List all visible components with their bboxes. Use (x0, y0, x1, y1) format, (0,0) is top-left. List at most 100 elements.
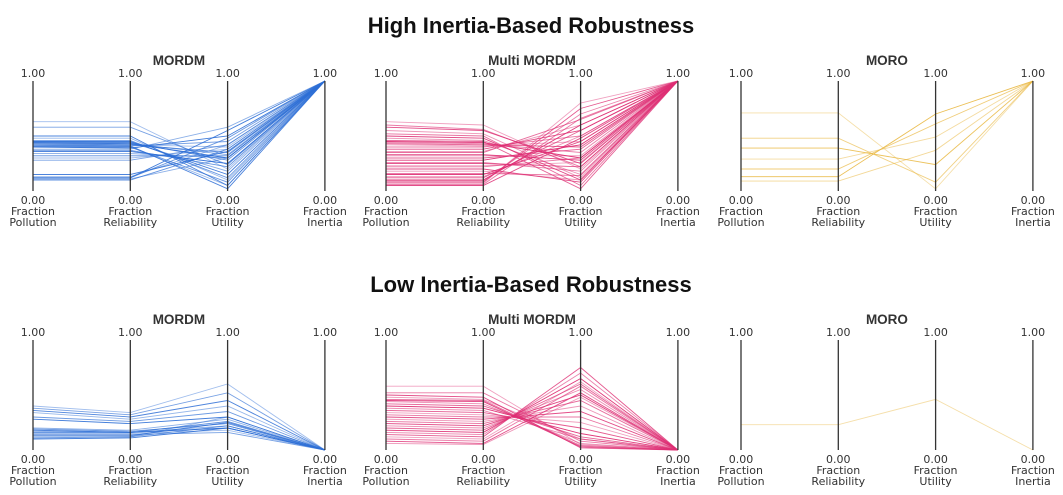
axis-label-line1: Fraction (719, 464, 763, 477)
series-line (32, 405, 326, 451)
axis-label-line2: Utility (211, 216, 244, 229)
series-line (33, 80, 326, 148)
series-line (32, 383, 326, 451)
tick-label-top: 1.00 (21, 326, 46, 339)
tick-label-top: 1.00 (729, 326, 754, 339)
series-line (741, 80, 1034, 190)
series-line (386, 80, 679, 161)
series-line (386, 80, 679, 153)
tick-label-top: 1.00 (826, 326, 851, 339)
panel-moro-low: MORO1.000.00FractionPollution1.000.00Fra… (717, 312, 1054, 488)
tick-label-top: 1.00 (923, 326, 948, 339)
tick-label-top: 1.00 (374, 67, 399, 80)
series-lines (32, 383, 326, 451)
axis-label-line1: Fraction (461, 205, 505, 218)
axis-label-line2: Inertia (660, 216, 696, 229)
axis-label-line1: Fraction (559, 464, 603, 477)
tick-label-bottom: 0.00 (1021, 453, 1046, 466)
axis-label-line1: Fraction (719, 205, 763, 218)
series-line (32, 411, 326, 451)
tick-label-top: 1.00 (923, 67, 948, 80)
series-line (385, 398, 678, 451)
series-line (386, 80, 679, 181)
series-line (385, 377, 679, 451)
series-line (386, 80, 679, 167)
series-line (386, 80, 679, 179)
axis-label-line1: Fraction (364, 205, 408, 218)
series-line (385, 392, 679, 451)
tick-label-top: 1.00 (1021, 67, 1046, 80)
series-line (33, 80, 326, 181)
tick-label-bottom: 0.00 (923, 453, 948, 466)
tick-label-top: 1.00 (215, 326, 240, 339)
axis-label-line2: Utility (919, 475, 952, 488)
axis-label-line2: Pollution (717, 475, 764, 488)
tick-label-top: 1.00 (568, 67, 593, 80)
series-line (385, 401, 678, 451)
tick-label-top: 1.00 (471, 67, 496, 80)
series-line (385, 396, 679, 451)
series-line (32, 80, 326, 147)
axis-label-line2: Inertia (1015, 475, 1051, 488)
series-line (385, 388, 679, 451)
tick-label-top: 1.00 (729, 67, 754, 80)
axis-label-line1: Fraction (656, 464, 700, 477)
axis-label-line2: Pollution (9, 216, 56, 229)
series-line (741, 398, 1034, 451)
tick-label-bottom: 0.00 (568, 453, 593, 466)
tick-label-bottom: 0.00 (374, 453, 399, 466)
series-line (33, 80, 326, 157)
panel-title: MORO (866, 312, 908, 327)
section-title-low: Low Inertia-Based Robustness (370, 272, 692, 297)
series-line (386, 80, 679, 172)
series-line (33, 80, 326, 187)
tick-label-top: 1.00 (215, 67, 240, 80)
series-line (386, 80, 679, 157)
tick-label-top: 1.00 (313, 326, 338, 339)
series-line (33, 80, 326, 179)
tick-label-bottom: 0.00 (118, 194, 143, 207)
panel-mordm-low: MORDM1.000.00FractionPollution1.000.00Fr… (9, 312, 346, 488)
tick-label-top: 1.00 (313, 67, 338, 80)
tick-label-bottom: 0.00 (826, 453, 851, 466)
axis-label-line2: Reliability (103, 216, 157, 229)
tick-label-top: 1.00 (666, 326, 691, 339)
tick-label-bottom: 0.00 (313, 194, 338, 207)
series-line (32, 80, 326, 149)
axis-label-line2: Inertia (307, 475, 343, 488)
tick-label-bottom: 0.00 (568, 194, 593, 207)
series-line (741, 80, 1034, 170)
axis-label-line2: Utility (564, 216, 597, 229)
tick-label-bottom: 0.00 (215, 194, 240, 207)
axis-label-line2: Reliability (811, 475, 865, 488)
series-line (33, 80, 326, 150)
series-line (741, 80, 1034, 160)
series-line (741, 80, 1034, 183)
series-line (386, 80, 679, 159)
tick-label-bottom: 0.00 (471, 194, 496, 207)
tick-label-top: 1.00 (666, 67, 691, 80)
series-line (33, 80, 326, 170)
series-line (32, 425, 326, 451)
tick-label-bottom: 0.00 (666, 194, 691, 207)
axis-label-line2: Inertia (307, 216, 343, 229)
axis-label-line2: Pollution (9, 475, 56, 488)
series-line (385, 409, 678, 451)
series-lines (32, 80, 326, 190)
series-line (385, 80, 679, 153)
axis-label-line2: Utility (564, 475, 597, 488)
series-line (385, 383, 679, 451)
series-line (386, 80, 679, 183)
axis-label-line2: Utility (919, 216, 952, 229)
axis-label-line1: Fraction (108, 205, 152, 218)
axis-label-line1: Fraction (206, 464, 250, 477)
series-line (385, 372, 679, 451)
series-lines (741, 398, 1034, 451)
series-lines (741, 80, 1034, 190)
series-line (386, 80, 679, 182)
axis-label-line2: Pollution (717, 216, 764, 229)
series-line (385, 381, 679, 451)
series-line (385, 403, 678, 451)
axis-label-line2: Reliability (103, 475, 157, 488)
series-line (385, 394, 679, 451)
